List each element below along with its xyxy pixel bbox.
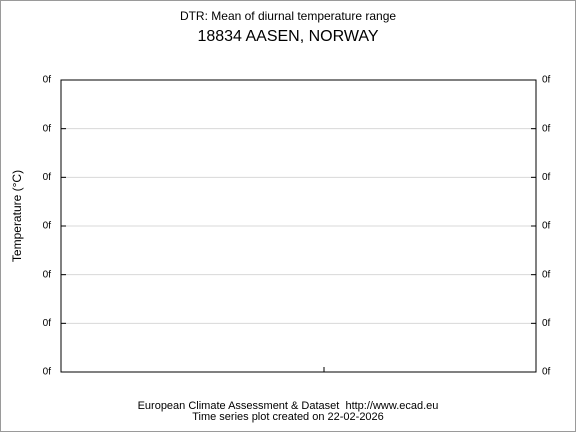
y-tick-label-right: 0f	[542, 367, 551, 378]
y-tick-label-right: 0f	[542, 318, 551, 329]
chart-subtitle: 18834 AASEN, NORWAY	[197, 28, 378, 45]
footer: European Climate Assessment & Dataset ht…	[138, 400, 439, 412]
y-tick-label-right: 0f	[542, 123, 551, 134]
y-tick-label-right: 0f	[542, 221, 551, 232]
y-tick-label-right: 0f	[542, 75, 551, 86]
y-tick-label: 0f	[43, 75, 52, 86]
y-tick-label: 0f	[43, 123, 52, 134]
y-tick-label: 0f	[43, 367, 52, 378]
y-tick-label: 0f	[43, 318, 52, 329]
y-axis-label: Temperature (°C)	[10, 170, 24, 262]
y-tick-label-right: 0f	[542, 172, 551, 183]
y-tick-label: 0f	[43, 221, 52, 232]
y-tick-label: 0f	[43, 172, 52, 183]
footer: Time series plot created on 22-02-2026	[192, 411, 384, 423]
chart-title: DTR: Mean of diurnal temperature range	[180, 9, 396, 23]
y-tick-label-right: 0f	[542, 269, 551, 280]
y-tick-label: 0f	[43, 269, 52, 280]
